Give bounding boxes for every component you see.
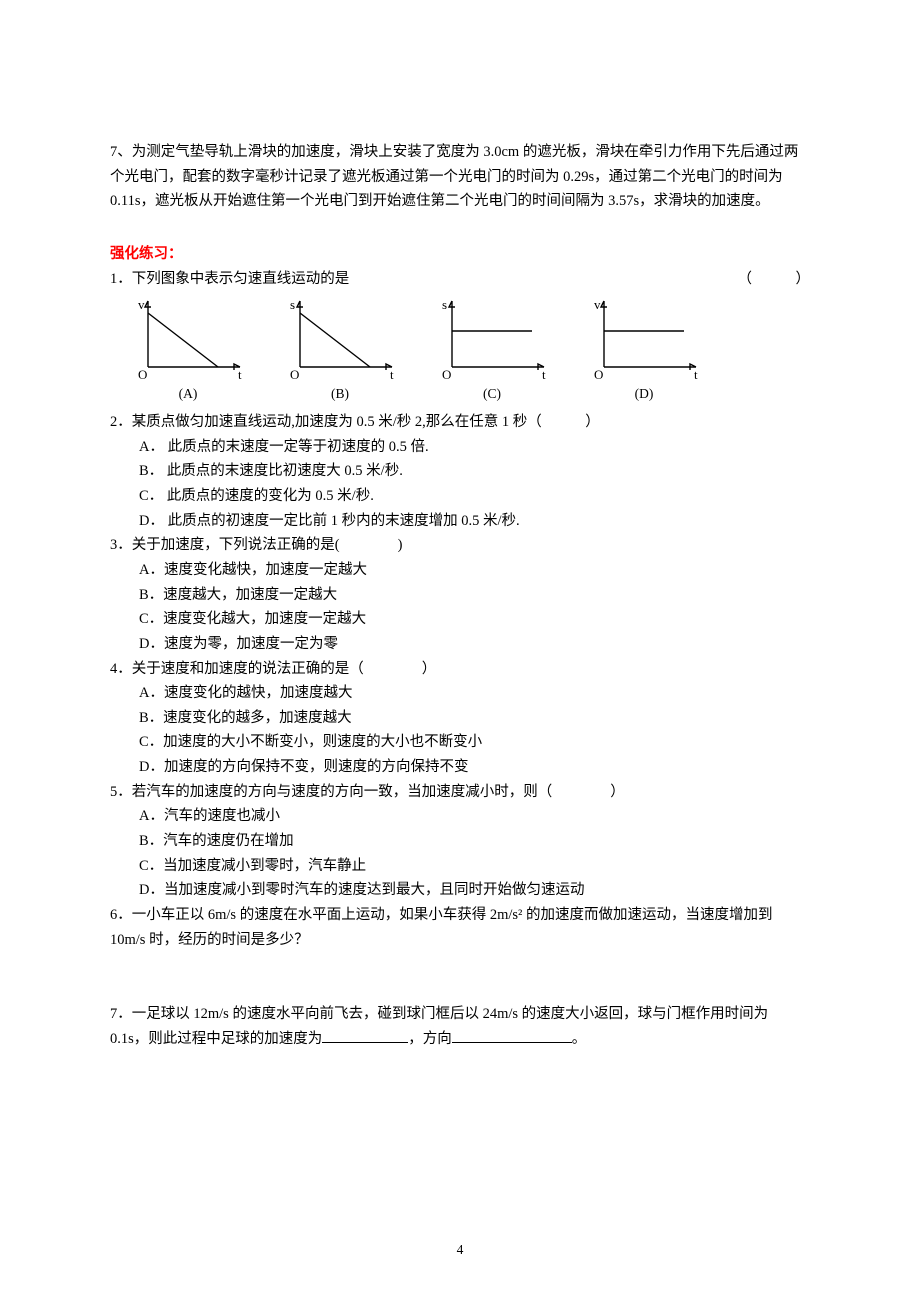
q4-opt-B: B．速度变化的越多，加速度越大 xyxy=(110,706,810,731)
svg-text:O: O xyxy=(442,367,451,381)
question-3: 3．关于加速度，下列说法正确的是( ) A．速度变化越快，加速度一定越大 B．速… xyxy=(110,533,810,656)
svg-text:O: O xyxy=(594,367,603,381)
q1-num: 1． xyxy=(110,271,132,287)
question-4: 4．关于速度和加速度的说法正确的是（ ） A．速度变化的越快，加速度越大 B．速… xyxy=(110,657,810,780)
question-7-bottom: 7．一足球以 12m/s 的速度水平向前飞去，碰到球门框后以 24m/s 的速度… xyxy=(110,1002,810,1051)
q7b-t3: 。 xyxy=(572,1031,587,1047)
question-5: 5．若汽车的加速度的方向与速度的方向一致，当加速度减小时，则（ ） A．汽车的速… xyxy=(110,780,810,903)
page-number: 4 xyxy=(0,1239,920,1262)
q1-text: 下列图象中表示匀速直线运动的是 xyxy=(132,271,350,287)
heading-text: 强化练习： xyxy=(110,246,183,262)
q3-text: 关于加速度，下列说法正确的是( ) xyxy=(132,537,403,553)
svg-text:O: O xyxy=(138,367,147,381)
svg-text:v: v xyxy=(138,297,145,312)
q3-num: 3． xyxy=(110,537,132,553)
q4-opt-A: A．速度变化的越快，加速度越大 xyxy=(110,681,810,706)
q3-opt-C: C．速度变化越大，加速度一定越大 xyxy=(110,607,810,632)
svg-text:t: t xyxy=(238,367,242,381)
svg-text:t: t xyxy=(390,367,394,381)
q3-opt-B: B．速度越大，加速度一定越大 xyxy=(110,583,810,608)
question-7-top: 7、为测定气垫导轨上滑块的加速度，滑块上安装了宽度为 3.0cm 的遮光板，滑块… xyxy=(110,140,810,214)
q3-opt-A: A．速度变化越快，加速度一定越大 xyxy=(110,558,810,583)
q7b-t2: ，方向 xyxy=(408,1031,452,1047)
svg-text:t: t xyxy=(694,367,698,381)
q2-opt-A: A． 此质点的末速度一定等于初速度的 0.5 倍. xyxy=(110,435,810,460)
question-2: 2．某质点做匀加速直线运动,加速度为 0.5 米/秒 2,那么在任意 1 秒（ … xyxy=(110,410,810,533)
fig-D-label: (D) xyxy=(584,383,704,406)
q7-top-text: 7、为测定气垫导轨上滑块的加速度，滑块上安装了宽度为 3.0cm 的遮光板，滑块… xyxy=(110,144,798,209)
fig-B-label: (B) xyxy=(280,383,400,406)
svg-text:O: O xyxy=(290,367,299,381)
q5-text: 若汽车的加速度的方向与速度的方向一致，当加速度减小时，则（ ） xyxy=(132,784,625,800)
q2-opt-C: C． 此质点的速度的变化为 0.5 米/秒. xyxy=(110,484,810,509)
svg-text:s: s xyxy=(290,297,295,312)
q2-num: 2． xyxy=(110,414,132,430)
section-heading: 强化练习： xyxy=(110,242,810,267)
q7b-blank-2 xyxy=(452,1027,572,1043)
q5-opt-B: B．汽车的速度仍在增加 xyxy=(110,829,810,854)
q4-text: 关于速度和加速度的说法正确的是（ ） xyxy=(132,661,437,677)
q2-text: 某质点做匀加速直线运动,加速度为 0.5 米/秒 2,那么在任意 1 秒（ ） xyxy=(132,414,600,430)
q4-opt-D: D．加速度的方向保持不变，则速度的方向保持不变 xyxy=(110,755,810,780)
q2-opt-B: B． 此质点的末速度比初速度大 0.5 米/秒. xyxy=(110,459,810,484)
question-6: 6．一小车正以 6m/s 的速度在水平面上运动，如果小车获得 2m/s² 的加速… xyxy=(110,903,810,952)
fig-A: v t O (A) xyxy=(128,295,248,406)
q5-num: 5． xyxy=(110,784,132,800)
fig-B: s t O (B) xyxy=(280,295,400,406)
q1-figures: v t O (A) s t O xyxy=(110,291,810,410)
svg-text:t: t xyxy=(542,367,546,381)
fig-D: v t O (D) xyxy=(584,295,704,406)
q2-opt-D: D． 此质点的初速度一定比前 1 秒内的末速度增加 0.5 米/秒. xyxy=(110,509,810,534)
q5-opt-D: D．当加速度减小到零时汽车的速度达到最大，且同时开始做匀速运动 xyxy=(110,878,810,903)
q6-num: 6． xyxy=(110,907,132,923)
q1-paren: （ ） xyxy=(738,267,811,292)
q3-opt-D: D．速度为零，加速度一定为零 xyxy=(110,632,810,657)
q7b-num: 7． xyxy=(110,1006,132,1022)
fig-C-label: (C) xyxy=(432,383,552,406)
q4-opt-C: C．加速度的大小不断变小，则速度的大小也不断变小 xyxy=(110,730,810,755)
svg-text:s: s xyxy=(442,297,447,312)
q7b-blank-1 xyxy=(322,1027,408,1043)
q6-text: 一小车正以 6m/s 的速度在水平面上运动，如果小车获得 2m/s² 的加速度而… xyxy=(110,907,773,948)
question-1: 1．下列图象中表示匀速直线运动的是 （ ） v t O xyxy=(110,267,810,411)
fig-A-label: (A) xyxy=(128,383,248,406)
q5-opt-C: C．当加速度减小到零时，汽车静止 xyxy=(110,854,810,879)
svg-text:v: v xyxy=(594,297,601,312)
q4-num: 4． xyxy=(110,661,132,677)
fig-C: s t O (C) xyxy=(432,295,552,406)
q5-opt-A: A．汽车的速度也减小 xyxy=(110,804,810,829)
